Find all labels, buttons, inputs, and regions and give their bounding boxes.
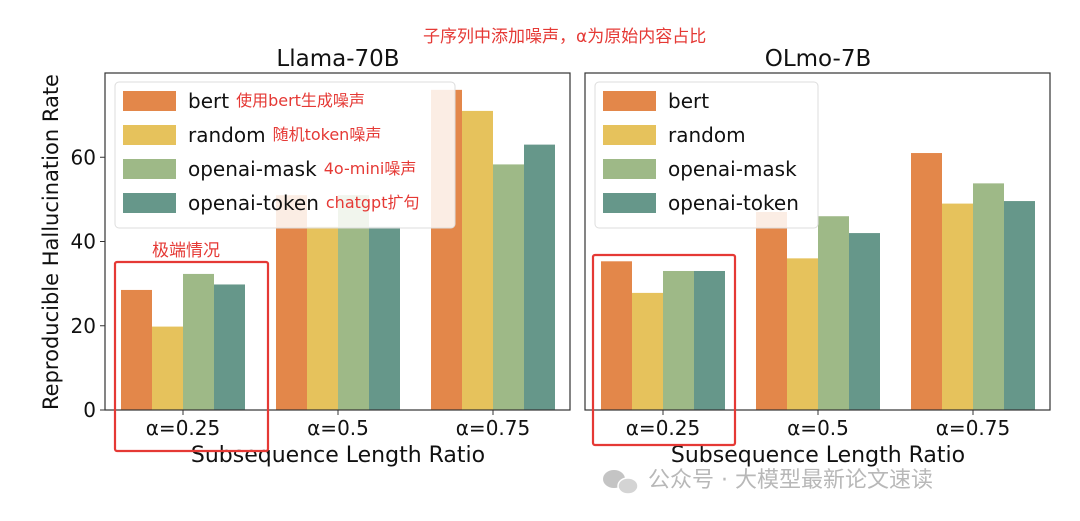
llama-70b-x-tick-label: α=0.25 bbox=[146, 416, 220, 440]
llama-70b-legend-frame bbox=[114, 81, 456, 229]
llama-70b-panel: Llama-70B 0 20 40 60 α=0.25 α=0.5 α=0.75 Repr… bbox=[39, 46, 571, 468]
olmo-7b-bars bbox=[601, 153, 1035, 410]
olmo-7b-legend-label-openai-mask: openai-mask bbox=[668, 157, 797, 181]
olmo-7b-bar-openai-mask-2 bbox=[818, 216, 849, 410]
olmo-7b-legend-label-bert: bert bbox=[668, 89, 709, 113]
extreme-case-box-llama bbox=[113, 260, 270, 453]
llama-70b-legend-label-openai-mask: openai-mask bbox=[188, 157, 317, 181]
llama-70b-legend-swatch-openai-token bbox=[123, 193, 176, 213]
olmo-7b-bar-random-2 bbox=[787, 258, 818, 410]
llama-70b-bar-openai-mask-2 bbox=[338, 195, 369, 410]
legend-note-random: 随机token噪声 bbox=[273, 125, 382, 144]
llama-70b-bar-bert-1 bbox=[121, 289, 152, 410]
watermark: 公众号 · 大模型最新论文速读 bbox=[648, 468, 933, 493]
olmo-7b-bar-openai-token-1 bbox=[694, 270, 725, 410]
llama-70b-legend-label-openai-token: openai-token bbox=[188, 191, 319, 215]
olmo-7b-bar-random-3 bbox=[942, 203, 973, 410]
olmo-7b-legend-swatch-openai-token bbox=[603, 193, 656, 213]
olmo-7b-legend-label-openai-token: openai-token bbox=[668, 191, 799, 215]
llama-70b-y-tick-label: 60 bbox=[71, 145, 96, 169]
olmo-7b-legend-swatch-random bbox=[603, 125, 656, 145]
olmo-7b-x-ticks: α=0.25 α=0.5 α=0.75 bbox=[626, 410, 1010, 440]
llama-70b-bars bbox=[121, 89, 555, 411]
legend-note-openai-mask: 4o-mini噪声 bbox=[324, 159, 417, 178]
llama-70b-legend-label-bert: bert bbox=[188, 89, 229, 113]
llama-70b-y-tick-label: 40 bbox=[71, 230, 96, 254]
legend-note-openai-token: chatgpt扩句 bbox=[326, 193, 420, 212]
llama-70b-bar-random-1 bbox=[152, 326, 183, 410]
llama-70b-bar-random-2 bbox=[307, 226, 338, 410]
olmo-7b-x-tick-label: α=0.75 bbox=[936, 416, 1010, 440]
llama-70b-y-tick-label: 0 bbox=[83, 398, 96, 422]
olmo-7b-bar-openai-token-2 bbox=[849, 233, 880, 410]
llama-70b-bar-openai-mask-1 bbox=[183, 273, 214, 410]
llama-70b-x-axis-label: Subsequence Length Ratio bbox=[191, 443, 485, 468]
llama-70b-x-ticks: α=0.25 α=0.5 α=0.75 bbox=[146, 410, 530, 440]
olmo-7b-legend: bert random openai-mask openai-token bbox=[594, 81, 819, 229]
olmo-7b-bar-bert-2 bbox=[756, 212, 787, 410]
llama-70b-x-tick-label: α=0.5 bbox=[307, 416, 369, 440]
llama-70b-y-axis-label: Reproducible Hallucination Rate bbox=[39, 74, 63, 410]
llama-70b-bar-openai-token-2 bbox=[369, 226, 400, 410]
llama-70b-y-tick-label: 20 bbox=[71, 314, 96, 338]
llama-70b-legend-label-random: random bbox=[188, 123, 266, 147]
olmo-7b-bar-openai-mask-1 bbox=[663, 270, 694, 410]
llama-70b-legend-swatch-random bbox=[123, 125, 176, 145]
olmo-7b-x-axis-label: Subsequence Length Ratio bbox=[671, 443, 965, 468]
olmo-7b-legend-swatch-openai-mask bbox=[603, 159, 656, 179]
llama-70b-bar-openai-mask-3 bbox=[493, 164, 524, 410]
llama-70b-title: Llama-70B bbox=[276, 46, 399, 72]
olmo-7b-bar-openai-token-3 bbox=[1004, 201, 1035, 410]
legend-note-bert: 使用bert生成噪声 bbox=[236, 91, 365, 110]
llama-70b-legend-swatch-bert bbox=[123, 91, 176, 111]
olmo-7b-legend-frame bbox=[594, 81, 819, 229]
extreme-case-box-olmo bbox=[591, 253, 737, 447]
olmo-7b-x-tick-label: α=0.25 bbox=[626, 416, 700, 440]
llama-70b-bar-bert-2 bbox=[276, 195, 307, 410]
olmo-7b-panel: OLmo-7B α=0.25 α=0.5 α=0.75 Subsequence Le… bbox=[584, 46, 1051, 468]
llama-70b-bar-openai-token-1 bbox=[214, 284, 245, 410]
extreme-case-annotation: 极端情况 bbox=[152, 241, 220, 261]
olmo-7b-title: OLmo-7B bbox=[765, 46, 872, 72]
llama-70b-legend-swatch-openai-mask bbox=[123, 159, 176, 179]
olmo-7b-legend-label-random: random bbox=[668, 123, 746, 147]
olmo-7b-bar-random-1 bbox=[632, 292, 663, 410]
llama-70b-bar-random-3 bbox=[462, 110, 493, 410]
olmo-7b-x-tick-label: α=0.5 bbox=[787, 416, 849, 440]
olmo-7b-legend-swatch-bert bbox=[603, 91, 656, 111]
top-annotation: 子序列中添加噪声，α为原始内容占比 bbox=[423, 27, 706, 47]
llama-70b-bar-openai-token-3 bbox=[524, 144, 555, 411]
llama-70b-y-ticks: 0 20 40 60 bbox=[71, 145, 105, 422]
olmo-7b-bar-bert-1 bbox=[601, 261, 632, 410]
olmo-7b-bar-openai-mask-3 bbox=[973, 183, 1004, 410]
wechat-logo-icon bbox=[603, 470, 639, 495]
olmo-7b-bar-bert-3 bbox=[911, 153, 942, 410]
llama-70b-legend: bert 使用bert生成噪声 random 随机token噪声 openai-mask… bbox=[114, 81, 456, 229]
llama-70b-x-tick-label: α=0.75 bbox=[456, 416, 530, 440]
